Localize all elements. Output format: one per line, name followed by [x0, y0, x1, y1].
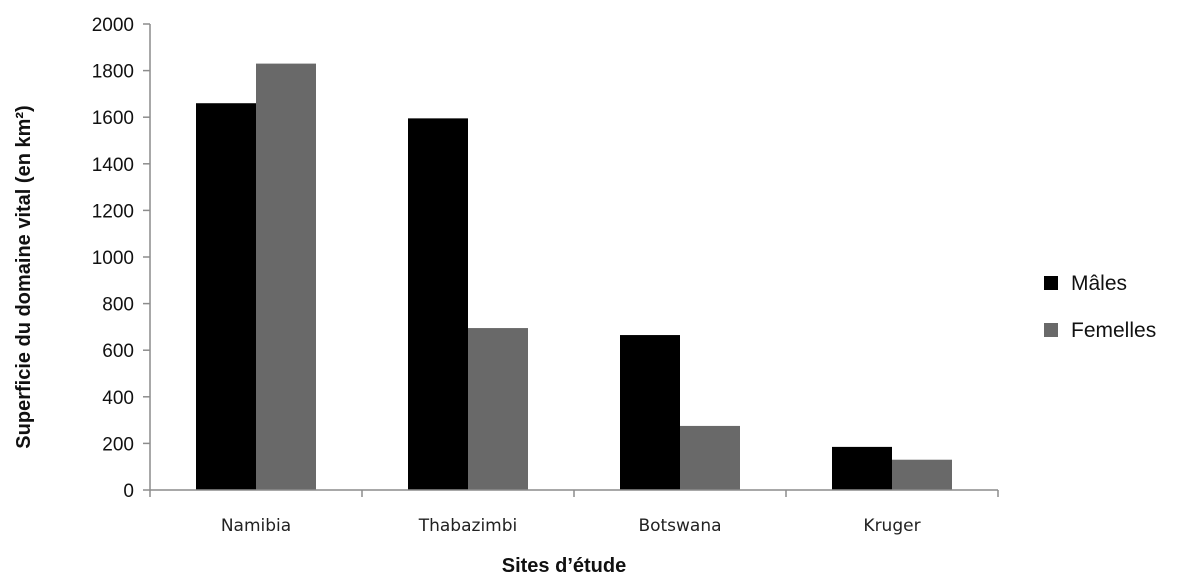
x-tick-label: Thabazimbi [418, 516, 518, 536]
bar-mâles-botswana [620, 335, 680, 490]
legend-swatch [1044, 276, 1058, 290]
bar-mâles-namibia [196, 103, 256, 490]
y-axis-title: Superficie du domaine vital (en km²) [13, 105, 35, 448]
y-tick-label: 0 [123, 481, 134, 502]
bars [196, 63, 952, 491]
legend-label: Femelles [1071, 319, 1156, 342]
x-axis-title: Sites d’étude [502, 555, 626, 576]
y-tick-label: 2000 [92, 15, 134, 36]
y-tick-label: 1200 [92, 201, 134, 222]
bar-femelles-botswana [680, 425, 740, 490]
y-tick-label: 400 [102, 388, 134, 409]
bar-femelles-namibia [256, 63, 316, 491]
x-tick-label: Botswana [638, 516, 721, 536]
y-tick-label: 200 [102, 434, 134, 455]
bar-femelles-thabazimbi [468, 328, 528, 490]
x-tick-label: Namibia [221, 516, 291, 536]
legend: Mâles Femelles [1044, 272, 1156, 342]
y-tick-label: 600 [102, 341, 134, 362]
y-tick-label: 1000 [92, 248, 134, 269]
legend-swatch [1044, 323, 1058, 337]
y-tick-label: 1400 [92, 155, 134, 176]
bar-femelles-kruger [892, 459, 952, 490]
bar-mâles-thabazimbi [408, 118, 468, 491]
legend-label: Mâles [1071, 272, 1127, 295]
y-tick-label: 1600 [92, 108, 134, 129]
y-tick-label: 1800 [92, 62, 134, 83]
x-axis-ticks: Namibia Thabazimbi Botswana Kruger [149, 490, 999, 536]
bar-mâles-kruger [832, 446, 892, 490]
x-tick-label: Kruger [863, 516, 920, 536]
y-tick-label: 800 [102, 295, 134, 316]
y-axis-ticks: 0 200 400 600 800 1000 1200 1400 1600 1800 2000 [92, 15, 150, 502]
